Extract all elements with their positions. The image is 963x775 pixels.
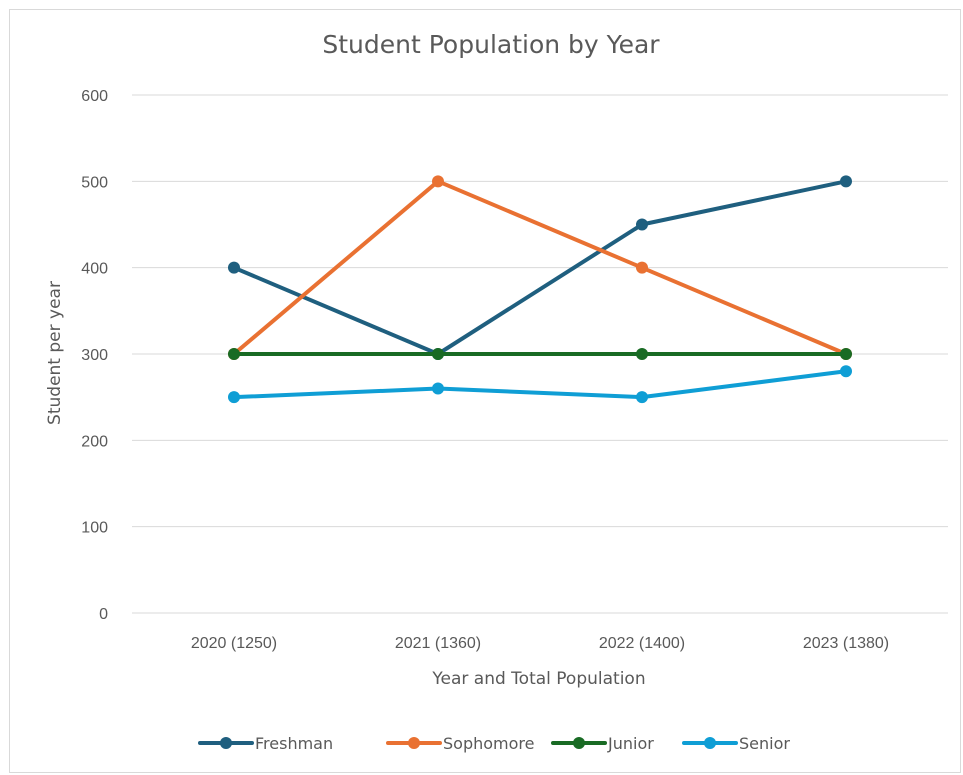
y-tick-label: 300 [81,347,108,364]
y-tick-label: 100 [81,520,108,537]
data-point-freshman [228,261,240,274]
legend-item-sophomore: Sophomore [386,734,534,753]
x-tick-label: 2022 (1400) [599,635,685,652]
legend-item-senior: Senior [682,734,790,753]
y-tick-label: 200 [81,433,108,450]
data-point-junior [432,348,444,360]
series-line-freshman [232,179,848,356]
data-point-freshman [840,175,852,188]
x-tick-label: 2020 (1250) [191,635,277,652]
data-point-junior [228,348,240,360]
y-tick-label: 400 [81,261,108,278]
line-chart: Student Population by Year 0 100 200 300 400… [45,30,948,753]
series-senior [228,365,852,404]
x-axis-title: Year and Total Population [431,669,645,689]
data-point-senior [636,391,648,404]
legend-label: Junior [607,734,654,753]
legend-label: Sophomore [443,734,534,753]
chart-title: Student Population by Year [322,30,660,59]
x-axis-ticks: 2020 (1250) 2021 (1360) 2022 (1400) 2023 (1… [191,635,889,652]
x-tick-label: 2021 (1360) [395,635,481,652]
legend-swatch-marker [220,737,232,749]
y-axis-title: Student per year [45,281,65,425]
y-tick-label: 600 [81,88,108,105]
legend-label: Senior [739,734,790,753]
data-point-junior [636,348,648,360]
x-tick-label: 2023 (1380) [803,635,889,652]
series-junior [228,348,852,360]
chart-container: Student Population by Year 0 100 200 300 400… [9,9,961,773]
series-line-senior [232,369,848,400]
data-point-senior [840,365,852,378]
y-axis-ticks: 0 100 200 300 400 500 600 [81,88,108,623]
data-point-senior [432,382,444,395]
data-point-sophomore [636,261,648,274]
legend-label: Freshman [255,734,333,753]
legend-item-freshman: Freshman [198,734,333,753]
y-tick-label: 500 [81,174,108,191]
data-point-sophomore [432,175,444,188]
legend-item-junior: Junior [551,734,654,753]
legend-swatch-marker [573,737,585,749]
data-point-senior [228,391,240,404]
data-point-junior [840,348,852,360]
legend-swatch-marker [408,737,420,749]
data-point-freshman [636,218,648,231]
series-line-sophomore [232,179,848,356]
legend: Freshman Sophomore Junior Senior [198,734,790,753]
series-lines [228,175,852,404]
y-tick-label: 0 [99,606,108,623]
legend-swatch-marker [704,737,716,749]
